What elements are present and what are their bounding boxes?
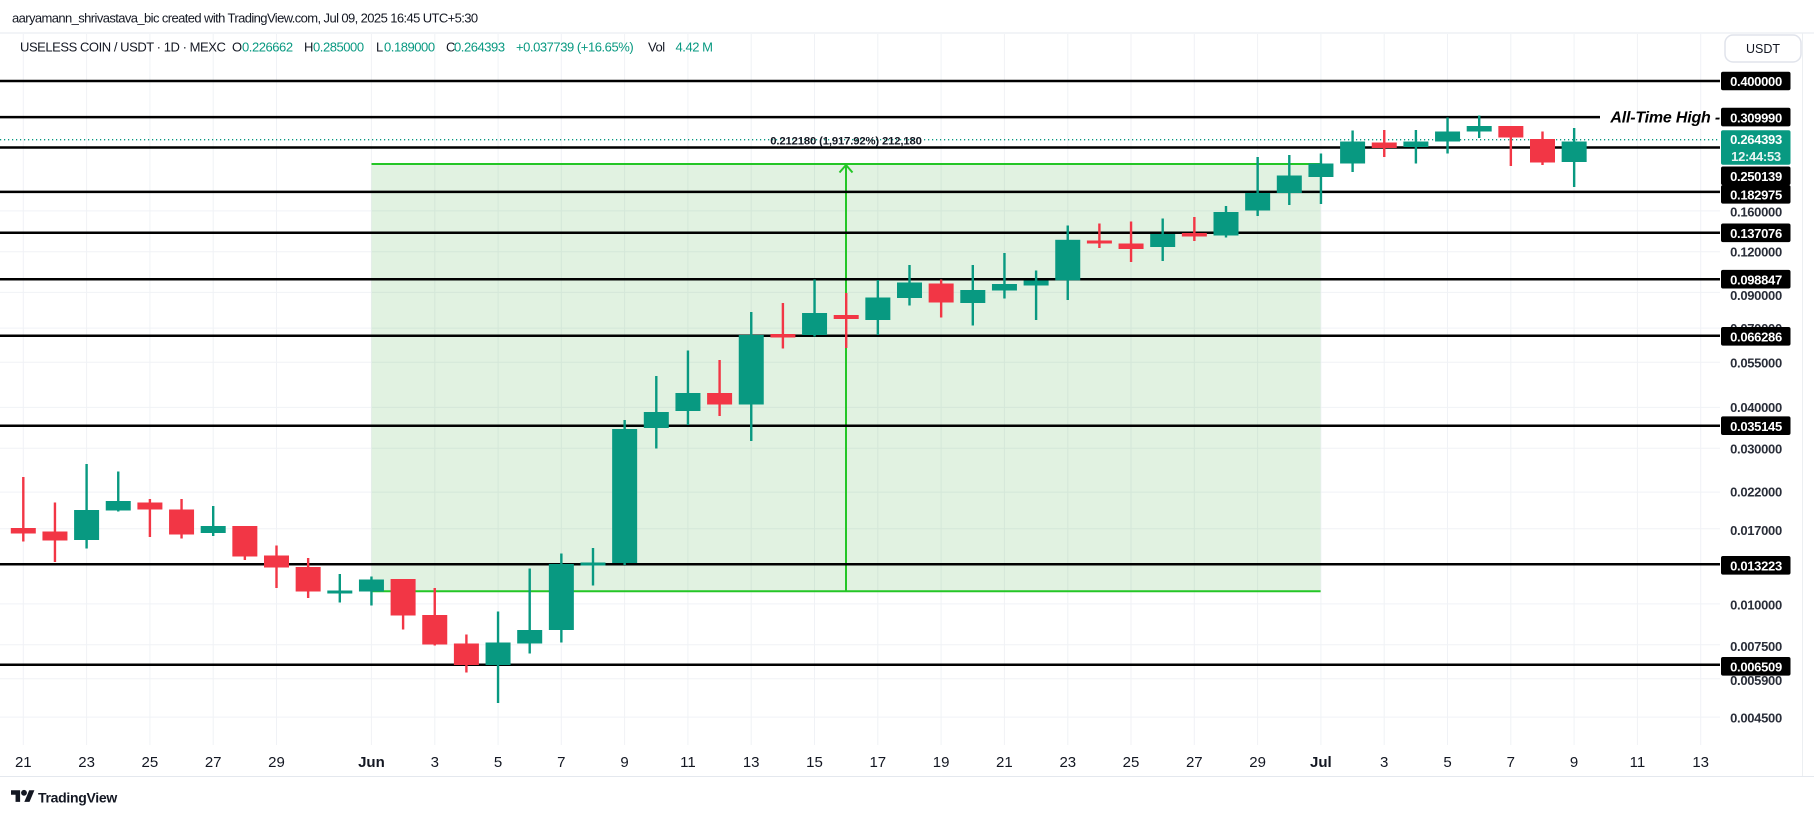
svg-text:TradingView: TradingView bbox=[38, 790, 117, 806]
svg-text:25: 25 bbox=[142, 754, 159, 771]
svg-text:0.400000: 0.400000 bbox=[1730, 74, 1782, 89]
svg-text:0.309990: 0.309990 bbox=[1730, 110, 1782, 125]
svg-text:0.160000: 0.160000 bbox=[1730, 205, 1782, 220]
svg-text:11: 11 bbox=[680, 754, 696, 771]
svg-text:23: 23 bbox=[78, 754, 95, 771]
svg-text:5: 5 bbox=[494, 754, 502, 771]
svg-text:0.066286: 0.066286 bbox=[1730, 330, 1782, 345]
svg-text:All-Time High -: All-Time High - bbox=[1609, 110, 1720, 127]
svg-text:13: 13 bbox=[1692, 754, 1709, 771]
svg-text:23: 23 bbox=[1059, 754, 1076, 771]
svg-text:19: 19 bbox=[933, 754, 950, 771]
svg-text:0.010000: 0.010000 bbox=[1730, 597, 1782, 612]
svg-text:12:44:53: 12:44:53 bbox=[1731, 149, 1781, 164]
svg-text:0.137076: 0.137076 bbox=[1730, 226, 1782, 241]
svg-text:0.017000: 0.017000 bbox=[1730, 523, 1782, 538]
svg-text:0.040000: 0.040000 bbox=[1730, 400, 1782, 415]
svg-text:9: 9 bbox=[620, 754, 628, 771]
svg-text:0.005900: 0.005900 bbox=[1730, 673, 1782, 688]
svg-text:USDT: USDT bbox=[1746, 42, 1780, 56]
svg-text:3: 3 bbox=[1380, 754, 1388, 771]
svg-text:0.250139: 0.250139 bbox=[1730, 169, 1782, 184]
svg-text:15: 15 bbox=[806, 754, 823, 771]
svg-text:0.120000: 0.120000 bbox=[1730, 245, 1782, 260]
svg-text:USELESS COIN / USDT · 1D · MEX: USELESS COIN / USDT · 1D · MEXC O0.226662… bbox=[20, 40, 713, 55]
svg-text:13: 13 bbox=[743, 754, 760, 771]
svg-text:aaryamann_shrivastava_bic crea: aaryamann_shrivastava_bic created with T… bbox=[12, 11, 478, 26]
svg-text:0.055000: 0.055000 bbox=[1730, 356, 1782, 371]
svg-text:0.004500: 0.004500 bbox=[1730, 710, 1782, 725]
svg-text:0.035145: 0.035145 bbox=[1730, 419, 1782, 434]
svg-text:7: 7 bbox=[1507, 754, 1515, 771]
svg-text:11: 11 bbox=[1630, 754, 1646, 771]
svg-text:0.007500: 0.007500 bbox=[1730, 639, 1782, 654]
svg-text:21: 21 bbox=[996, 754, 1013, 771]
svg-text:21: 21 bbox=[15, 754, 32, 771]
svg-text:7: 7 bbox=[557, 754, 565, 771]
svg-text:0.182975: 0.182975 bbox=[1730, 188, 1782, 203]
svg-text:25: 25 bbox=[1123, 754, 1140, 771]
svg-text:0.098847: 0.098847 bbox=[1730, 272, 1782, 287]
svg-text:0.264393: 0.264393 bbox=[1730, 132, 1782, 147]
svg-text:3: 3 bbox=[431, 754, 439, 771]
svg-text:29: 29 bbox=[1249, 754, 1266, 771]
svg-text:29: 29 bbox=[268, 754, 285, 771]
svg-text:17: 17 bbox=[869, 754, 886, 771]
svg-text:0.212180 (1,917.92%) 212,180: 0.212180 (1,917.92%) 212,180 bbox=[770, 136, 922, 148]
svg-text:0.006509: 0.006509 bbox=[1730, 660, 1782, 675]
svg-text:0.013223: 0.013223 bbox=[1730, 559, 1782, 574]
svg-text:0.030000: 0.030000 bbox=[1730, 441, 1782, 456]
svg-text:5: 5 bbox=[1443, 754, 1451, 771]
svg-text:Jul: Jul bbox=[1310, 754, 1332, 771]
svg-text:0.022000: 0.022000 bbox=[1730, 485, 1782, 500]
svg-text:9: 9 bbox=[1570, 754, 1578, 771]
svg-text:27: 27 bbox=[1186, 754, 1203, 771]
svg-text:27: 27 bbox=[205, 754, 222, 771]
svg-text:Jun: Jun bbox=[358, 754, 385, 771]
svg-text:0.090000: 0.090000 bbox=[1730, 288, 1782, 303]
